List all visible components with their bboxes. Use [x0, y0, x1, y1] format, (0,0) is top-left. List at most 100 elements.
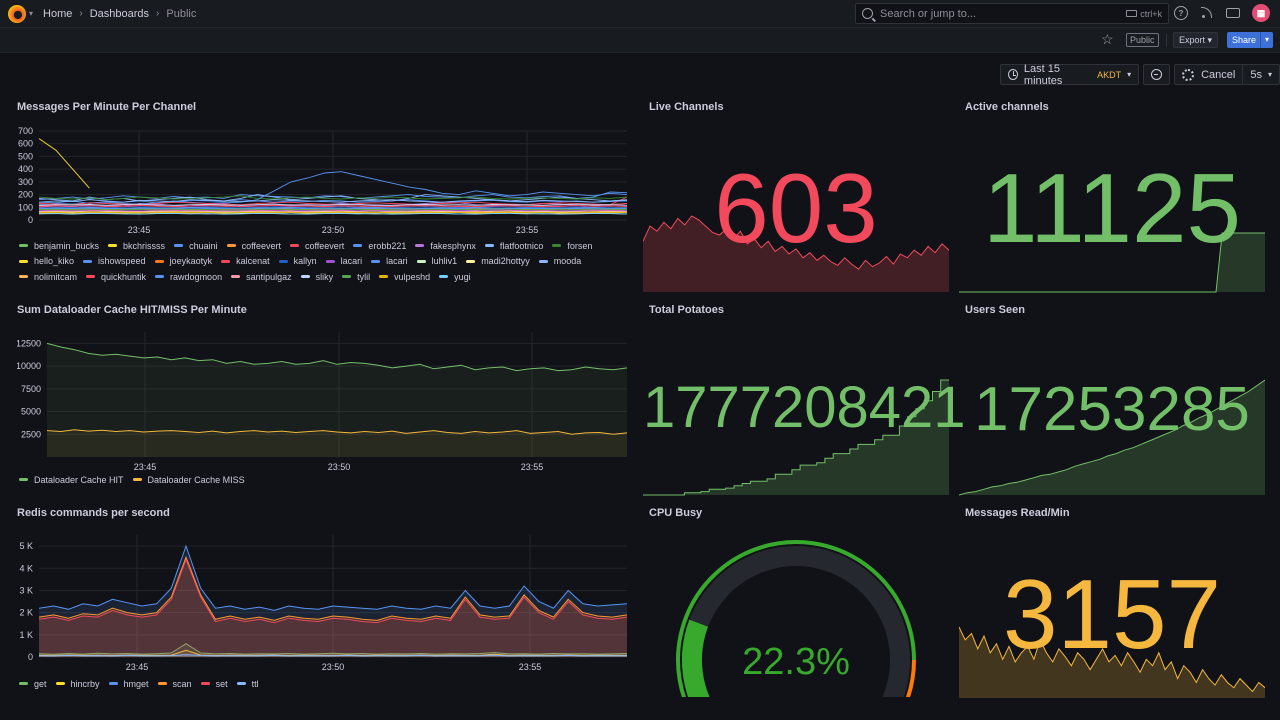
legend-item[interactable]: lacari — [371, 254, 408, 270]
series-line[interactable] — [38, 138, 90, 189]
zoom-out-button[interactable] — [1143, 64, 1171, 85]
legend-item[interactable]: get — [19, 676, 47, 692]
legend-item[interactable]: vulpeshd — [379, 269, 430, 285]
legend-item[interactable]: mooda — [538, 254, 581, 270]
kiosk-mode-icon[interactable] — [1226, 8, 1240, 18]
series-line[interactable] — [46, 342, 628, 372]
chevron-down-icon[interactable]: ▾ — [29, 9, 34, 18]
news-feed-icon[interactable] — [1200, 6, 1214, 20]
legend-item[interactable]: set — [200, 676, 228, 692]
gauge-threshold-green — [676, 540, 916, 697]
legend-item[interactable]: ttl — [236, 676, 259, 692]
refresh-interval-picker[interactable]: 5s ▾ — [1243, 64, 1280, 85]
y-tick-label: 700 — [18, 126, 33, 136]
series-line[interactable] — [38, 654, 628, 657]
export-button[interactable]: Export ▾ — [1173, 32, 1219, 48]
legend-item[interactable]: ishowspeed — [83, 254, 146, 270]
series-line[interactable] — [38, 212, 628, 215]
legend-item[interactable]: flatfootnico — [484, 238, 543, 254]
series-line[interactable] — [38, 209, 628, 212]
legend-item[interactable]: yugi — [439, 269, 471, 285]
legend-swatch — [415, 244, 425, 248]
series-line[interactable] — [38, 207, 628, 210]
legend-item[interactable]: madi2hottyy — [466, 254, 530, 270]
legend-item[interactable]: coffeevert — [289, 238, 345, 254]
legend-item[interactable]: lacari — [325, 254, 362, 270]
series-line[interactable] — [38, 211, 628, 214]
legend-item[interactable]: chuaini — [174, 238, 218, 254]
series-line[interactable] — [38, 205, 628, 208]
cancel-refresh-button[interactable]: Cancel — [1174, 64, 1244, 85]
share-options-chevron-icon[interactable]: ▾ — [1260, 32, 1273, 48]
legend-item[interactable]: kallyn — [278, 254, 317, 270]
chart-legend: get hincrby hmget scan set ttl — [19, 676, 629, 692]
x-tick-label: 23:55 — [519, 662, 542, 672]
legend-item[interactable]: joeykaotyk — [154, 254, 212, 270]
breadcrumb: Home › Dashboards › Public — [43, 8, 196, 20]
series-line[interactable] — [38, 199, 628, 204]
legend-item[interactable]: Dataloader Cache HIT — [19, 472, 124, 488]
legend-label: erobb221 — [368, 240, 407, 251]
gauge-threshold-orange — [905, 659, 916, 697]
legend-item[interactable]: hmget — [108, 676, 149, 692]
dataloader-chart[interactable]: 12500 10000 7500 5000 2500 23:45 23:50 23:55 — [17, 326, 629, 474]
legend-label: forsen — [567, 240, 593, 251]
legend-item[interactable]: hello_kiko — [19, 254, 74, 270]
series-line[interactable] — [38, 555, 628, 621]
legend-item[interactable]: sliky — [300, 269, 333, 285]
legend-item[interactable]: erobb221 — [353, 238, 406, 254]
panel-title: Users Seen — [965, 304, 1025, 316]
time-range-picker[interactable]: Last 15 minutes AKDT ▾ — [1000, 63, 1140, 87]
legend-item[interactable]: santipulgaz — [231, 269, 292, 285]
legend-item[interactable]: hincrby — [55, 676, 100, 692]
redis-commands-chart[interactable]: 5 K 4 K 3 K 2 K 1 K 0 23:45 23:50 23:55 — [17, 531, 629, 676]
chart-legend: Dataloader Cache HIT Dataloader Cache MIS… — [19, 472, 629, 488]
sparkline-line — [959, 379, 1265, 496]
gauge-value-arc — [682, 619, 710, 697]
legend-item[interactable]: kalcenat — [221, 254, 270, 270]
legend-label: coffeevert — [304, 240, 345, 251]
legend-item[interactable]: benjamin_bucks — [19, 238, 99, 254]
series-line[interactable] — [38, 208, 628, 211]
x-tick-label: 23:50 — [322, 225, 345, 235]
x-tick-label: 23:45 — [134, 462, 157, 472]
legend-item[interactable]: bkchrissss — [108, 238, 165, 254]
panel-redis-commands: Redis commands per second 5 K 4 K 3 K 2 K 1 … — [17, 507, 629, 697]
legend-item[interactable]: quickhuntik — [86, 269, 146, 285]
help-icon[interactable]: ? — [1174, 6, 1188, 20]
toolbar-divider — [1166, 34, 1167, 47]
legend-item[interactable]: forsen — [552, 238, 592, 254]
legend-item[interactable]: rawdogmoon — [155, 269, 222, 285]
legend-item[interactable]: coffeevert — [226, 238, 281, 254]
series-line[interactable] — [38, 210, 628, 213]
x-tick-label: 23:45 — [126, 662, 149, 672]
legend-item[interactable]: nolimitcam — [19, 269, 77, 285]
breadcrumb-dashboards[interactable]: Dashboards — [89, 7, 150, 20]
legend-item[interactable]: Dataloader Cache MISS — [132, 472, 245, 488]
series-line[interactable] — [38, 544, 628, 611]
legend-item[interactable]: tylil — [342, 269, 370, 285]
x-tick-label: 23:55 — [516, 225, 539, 235]
legend-swatch — [108, 244, 118, 248]
messages-per-minute-chart[interactable]: 700 600 500 400 300 200 100 0 23:45 23:50 23:55 — [17, 121, 629, 241]
series-line[interactable] — [38, 557, 628, 624]
series-line[interactable] — [38, 195, 628, 201]
share-button[interactable]: Share — [1227, 32, 1262, 48]
y-tick-label: 200 — [18, 190, 33, 200]
grafana-logo-icon[interactable] — [8, 4, 26, 23]
legend-item[interactable]: fakesphynx — [415, 238, 476, 254]
series-line[interactable] — [38, 643, 628, 655]
series-line[interactable] — [46, 429, 628, 435]
breadcrumb-home[interactable]: Home — [43, 7, 73, 20]
series-line[interactable] — [38, 203, 628, 206]
panel-total-potatoes: Total Potatoes 1777208421 — [643, 304, 966, 496]
avatar[interactable]: ▦ — [1252, 4, 1270, 22]
panel-messages-read: Messages Read/Min 3157 — [959, 507, 1265, 699]
star-icon[interactable]: ☆ — [1101, 31, 1114, 47]
search-input[interactable]: Search or jump to... ctrl+k — [855, 3, 1169, 24]
sparkline-line — [959, 626, 1265, 693]
legend-item[interactable]: luhliv1 — [416, 254, 457, 270]
legend-swatch — [174, 244, 184, 248]
series-line[interactable] — [38, 199, 628, 203]
legend-item[interactable]: scan — [157, 676, 192, 692]
